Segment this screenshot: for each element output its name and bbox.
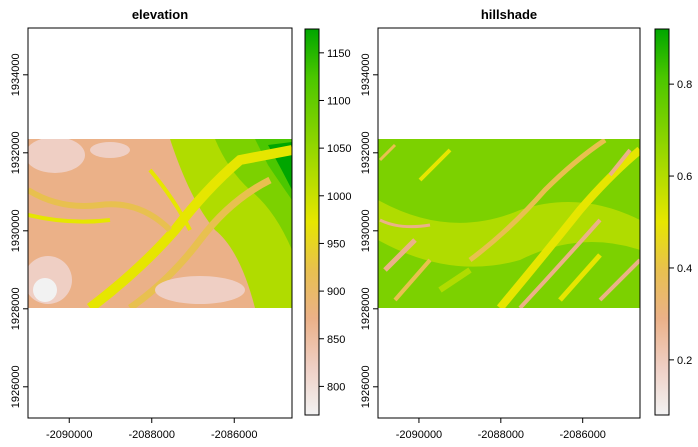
elevation-y-tick-label: 1926000: [10, 365, 22, 408]
hillshade-panel: hillshade -2090000 -2088000 -2086000 192600…: [360, 7, 641, 441]
elevation-legend-label: 850: [327, 334, 345, 346]
hillshade-y-tick-label: 1932000: [360, 131, 372, 174]
elevation-y-tick-label: 1930000: [10, 209, 22, 252]
hillshade-legend-label: 0.4: [677, 263, 692, 275]
hillshade-axes: -2090000 -2088000 -2086000 1926000 1928000 19…: [360, 53, 606, 441]
hillshade-x-tick-label: -2090000: [396, 429, 443, 441]
hillshade-x-tick-label: -2088000: [478, 429, 525, 441]
hillshade-colorbar-frame: [654, 28, 670, 416]
elevation-title: elevation: [132, 7, 188, 22]
elevation-raster: [28, 139, 292, 308]
hillshade-colorbar: [655, 29, 669, 415]
hillshade-y-tick-label: 1934000: [360, 53, 372, 96]
hillshade-y-tick-label: 1926000: [360, 365, 372, 408]
elevation-legend-label: 1000: [327, 191, 351, 203]
elevation-legend-label: 900: [327, 286, 345, 298]
elevation-axes: -2090000 -2088000 -2086000 1926000 1928000 19…: [10, 53, 258, 441]
elevation-y-tick-label: 1932000: [10, 131, 22, 174]
elevation-plot-frame: [27, 27, 293, 419]
elevation-legend-label: 1150: [327, 48, 351, 60]
hillshade-raster: [378, 139, 640, 308]
elevation-legend-ticks: 800 850 900 950 1000 1050 1100 1150: [319, 48, 351, 393]
elevation-legend-label: 800: [327, 381, 345, 393]
elevation-legend: 800 850 900 950 1000 1050 1100 1150: [304, 28, 351, 416]
hillshade-legend-label: 0.6: [677, 171, 692, 183]
hillshade-legend-ticks: 0.2 0.4 0.6 0.8: [669, 79, 692, 367]
hillshade-plot-frame: [377, 27, 641, 419]
elevation-x-tick-label: -2090000: [46, 429, 93, 441]
elevation-legend-label: 1100: [327, 95, 351, 107]
elevation-legend-label: 1050: [327, 143, 351, 155]
hillshade-x-tick-label: -2086000: [559, 429, 606, 441]
hillshade-legend-label: 0.8: [677, 79, 692, 91]
elevation-y-tick-label: 1934000: [10, 53, 22, 96]
hillshade-y-tick-label: 1928000: [360, 287, 372, 330]
elevation-y-tick-label: 1928000: [10, 287, 22, 330]
hillshade-legend-label: 0.2: [677, 355, 692, 367]
hillshade-title: hillshade: [481, 7, 537, 22]
elevation-colorbar-frame: [304, 28, 320, 416]
elevation-colorbar: [305, 29, 319, 415]
elevation-panel: elevation -2090000 -2088000 -2086000 192600…: [10, 7, 293, 441]
hillshade-y-tick-label: 1930000: [360, 209, 372, 252]
elevation-legend-label: 950: [327, 238, 345, 250]
elevation-x-tick-label: -2086000: [211, 429, 258, 441]
hillshade-legend: 0.2 0.4 0.6 0.8: [654, 28, 692, 416]
elevation-x-tick-label: -2088000: [129, 429, 176, 441]
